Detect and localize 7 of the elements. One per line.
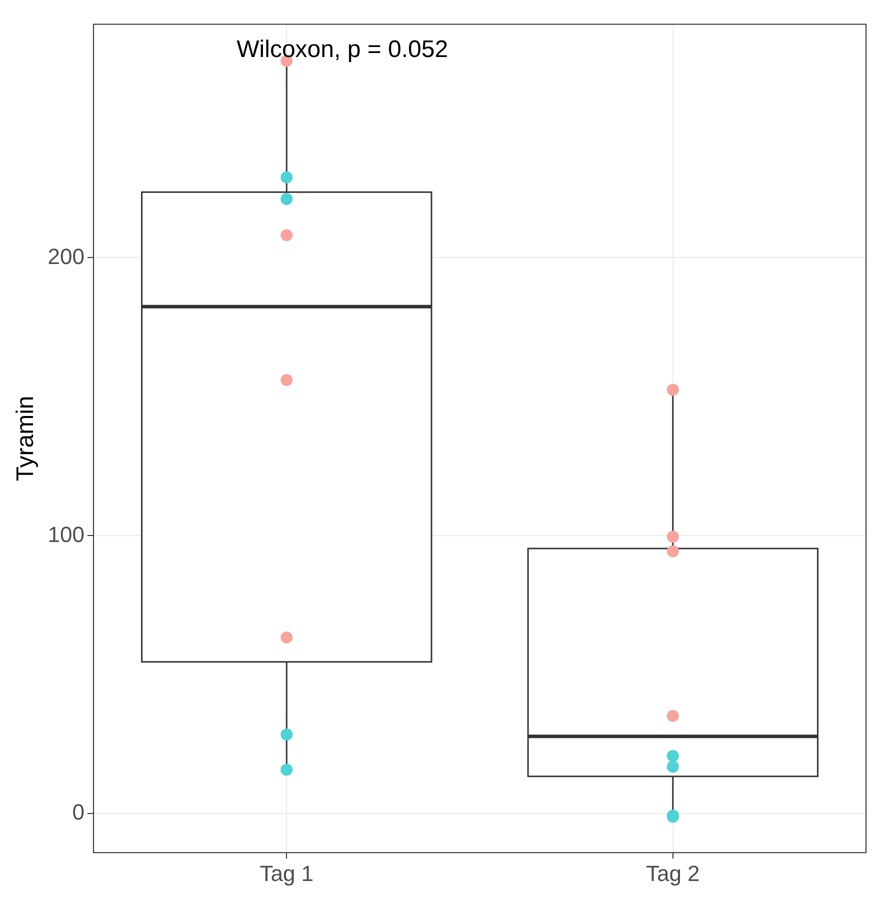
annotation: Wilcoxon, p = 0.052 xyxy=(236,36,448,63)
y-axis-title: Tyramin xyxy=(12,396,40,482)
x-tick-label: Tag 2 xyxy=(646,860,700,886)
y-tick-label: 100 xyxy=(48,522,85,547)
y-tick-label: 0 xyxy=(72,800,85,825)
x-tick-label: Tag 1 xyxy=(260,860,314,886)
y-tick-label: 200 xyxy=(48,244,85,269)
